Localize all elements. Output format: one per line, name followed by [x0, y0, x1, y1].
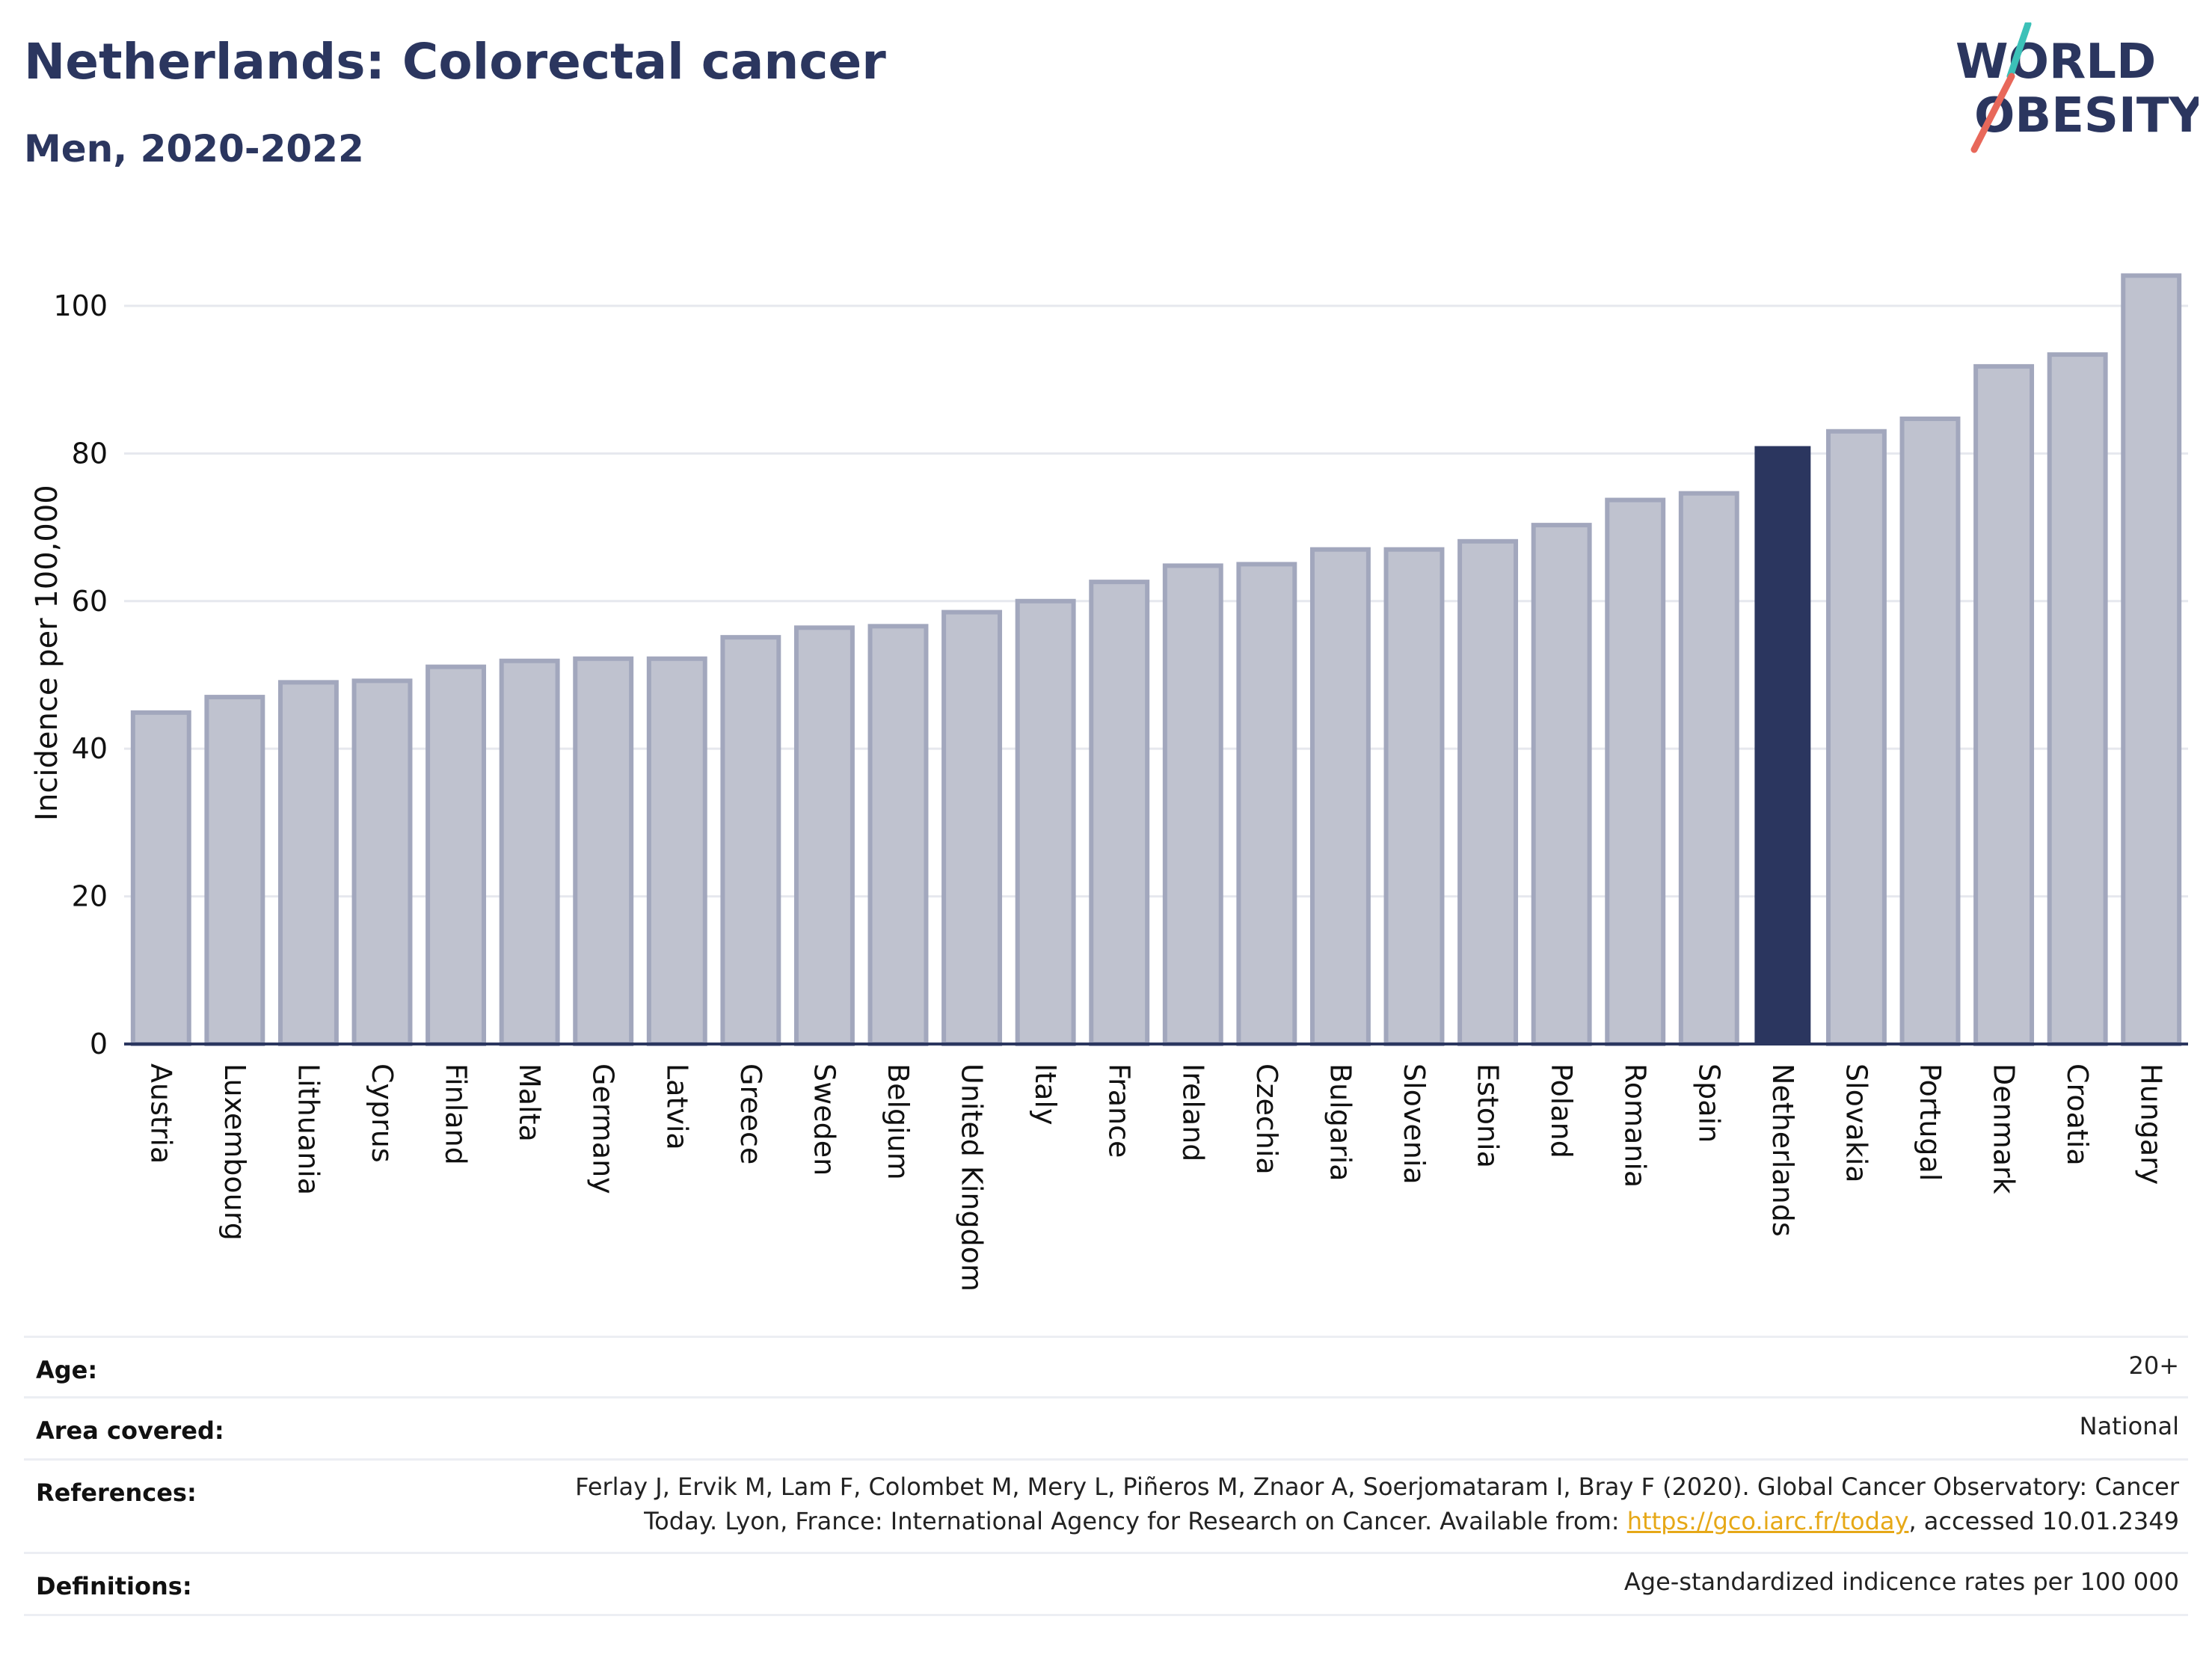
x-tick-label: Slovakia	[1840, 1063, 1872, 1183]
age-value: 20+	[2128, 1351, 2179, 1380]
x-tick-label: France	[1103, 1063, 1136, 1158]
bar-united-kingdom	[941, 610, 1003, 1046]
references-value: Ferlay J, Ervik M, Lam F, Colombet M, Me…	[24, 1461, 2188, 1538]
references-line2: Today. Lyon, France: International Agenc…	[644, 1507, 2179, 1535]
bar-estonia	[1457, 538, 1519, 1046]
x-tick-label: Hungary	[2135, 1063, 2168, 1185]
bar-netherlands	[1754, 446, 1811, 1044]
references-link[interactable]: https://gco.iarc.fr/today	[1626, 1507, 1909, 1535]
chart-title: Netherlands: Colorectal cancer	[24, 33, 886, 90]
info-row-definitions: Definitions: Age-standardized indicence …	[24, 1552, 2188, 1616]
x-tick-label: Portugal	[1914, 1063, 1947, 1181]
bar-portugal	[1899, 416, 1961, 1046]
bar-germany	[573, 656, 634, 1046]
logo-text-world: WORLD	[1956, 34, 2156, 90]
bar-ireland	[1162, 563, 1223, 1046]
bar-italy	[1015, 598, 1076, 1046]
logo-slash-red	[1970, 73, 2015, 153]
x-tick-label: Bulgaria	[1324, 1063, 1357, 1182]
bar-belgium	[867, 624, 929, 1046]
x-tick-label: Ireland	[1176, 1063, 1209, 1161]
y-tick-label: 20	[72, 880, 108, 913]
bar-latvia	[646, 656, 707, 1046]
area-value: National	[2079, 1412, 2179, 1440]
bar-sweden	[793, 625, 855, 1046]
x-tick-label: Spain	[1692, 1063, 1725, 1143]
bar-croatia	[2047, 352, 2108, 1046]
info-row-references: References: Ferlay J, Ervik M, Lam F, Co…	[24, 1458, 2188, 1552]
y-tick-label: 0	[90, 1028, 108, 1060]
logo-slash-teal	[2006, 22, 2032, 80]
y-tick-label: 40	[72, 732, 108, 765]
age-label: Age:	[36, 1356, 98, 1384]
x-tick-label: Luxembourg	[218, 1063, 251, 1241]
x-tick-label: Poland	[1545, 1063, 1578, 1158]
x-tick-label: Italy	[1029, 1063, 1062, 1125]
definitions-label: Definitions:	[36, 1572, 192, 1600]
x-tick-label: Austria	[144, 1063, 177, 1164]
chart-subtitle: Men, 2020-2022	[24, 127, 364, 171]
bar-bulgaria	[1309, 547, 1371, 1046]
x-tick-label: Czechia	[1250, 1063, 1283, 1175]
bar-lithuania	[277, 680, 339, 1047]
bar-austria	[130, 710, 191, 1046]
x-tick-label: Cyprus	[366, 1063, 399, 1163]
x-tick-label: Germany	[587, 1063, 620, 1194]
logo-text-obesity: OBESITY	[1974, 88, 2199, 144]
x-tick-label: Lithuania	[292, 1063, 325, 1195]
x-tick-label: Latvia	[660, 1063, 693, 1150]
info-row-area: Area covered: National	[24, 1396, 2188, 1458]
x-tick-label: Croatia	[2061, 1063, 2094, 1166]
world-obesity-logo: WORLD OBESITY	[1956, 22, 2199, 153]
y-axis-label: Incidence per 100,000	[30, 485, 64, 821]
x-tick-label: Slovenia	[1398, 1063, 1431, 1185]
bar-hungary	[2121, 273, 2182, 1047]
bar-finland	[425, 664, 487, 1046]
references-label: References:	[36, 1479, 197, 1507]
references-line1: Ferlay J, Ervik M, Lam F, Colombet M, Me…	[575, 1473, 2179, 1501]
area-label: Area covered:	[36, 1416, 224, 1445]
x-tick-label: Netherlands	[1766, 1063, 1799, 1237]
bar-cyprus	[351, 678, 413, 1047]
bar-denmark	[1973, 363, 2035, 1046]
bar-chart: 0 20 40 60 80 100 Incidence per 100,000 Austria…	[30, 273, 2188, 1292]
bar-slovenia	[1383, 547, 1445, 1046]
bar-malta	[499, 658, 560, 1046]
bar-slovakia	[1825, 429, 1887, 1046]
bar-romania	[1605, 497, 1666, 1046]
bar-france	[1089, 580, 1150, 1046]
bar-poland	[1531, 523, 1592, 1046]
y-tick-label: 100	[53, 289, 108, 322]
x-tick-label: Malta	[513, 1063, 546, 1142]
y-tick-label: 80	[72, 437, 108, 470]
x-tick-label: Finland	[440, 1063, 473, 1165]
info-row-age: Age: 20+	[24, 1336, 2188, 1396]
x-tick-label: Estonia	[1472, 1063, 1505, 1168]
x-tick-label: Romania	[1619, 1063, 1652, 1188]
bar-spain	[1678, 491, 1739, 1046]
definitions-value: Age-standardized indicence rates per 100…	[1623, 1568, 2179, 1596]
info-table: Age: 20+ Area covered: National Referenc…	[24, 1336, 2188, 1616]
bar-luxembourg	[204, 695, 265, 1046]
x-tick-label: Sweden	[808, 1063, 841, 1176]
x-tick-label: Greece	[734, 1063, 767, 1164]
bar-greece	[720, 635, 781, 1046]
bar-czechia	[1236, 562, 1297, 1046]
y-tick-label: 60	[72, 585, 108, 618]
x-tick-label: Belgium	[882, 1063, 915, 1180]
x-tick-label: Denmark	[1988, 1063, 2021, 1194]
x-tick-label: United Kingdom	[956, 1063, 989, 1292]
